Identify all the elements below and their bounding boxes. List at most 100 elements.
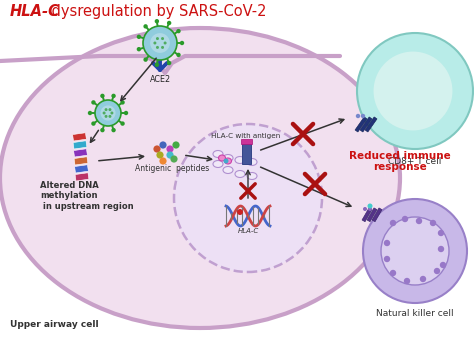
- Bar: [73, 133, 86, 141]
- Text: HLA-C: HLA-C: [10, 4, 60, 19]
- Circle shape: [384, 240, 390, 246]
- Bar: [360, 117, 372, 132]
- Circle shape: [100, 128, 105, 132]
- Ellipse shape: [213, 161, 223, 167]
- Circle shape: [164, 42, 166, 45]
- Bar: [372, 208, 382, 222]
- Bar: [242, 142, 251, 164]
- Bar: [365, 117, 377, 132]
- Circle shape: [170, 155, 178, 163]
- Ellipse shape: [225, 158, 231, 164]
- Ellipse shape: [219, 155, 226, 161]
- Circle shape: [91, 100, 96, 104]
- Circle shape: [137, 35, 141, 39]
- Circle shape: [105, 115, 108, 118]
- Ellipse shape: [235, 156, 245, 164]
- Circle shape: [124, 111, 128, 115]
- Circle shape: [110, 111, 113, 115]
- Bar: [362, 208, 372, 222]
- Bar: [73, 141, 87, 149]
- Circle shape: [137, 47, 141, 52]
- Circle shape: [180, 41, 184, 45]
- Text: Altered DNA
methylation
 in upstream region: Altered DNA methylation in upstream regi…: [40, 181, 134, 211]
- Circle shape: [363, 199, 467, 303]
- Circle shape: [161, 46, 164, 49]
- Circle shape: [91, 121, 96, 126]
- Text: Reduced immune: Reduced immune: [349, 151, 451, 161]
- Circle shape: [390, 270, 396, 276]
- Ellipse shape: [235, 171, 245, 177]
- Circle shape: [402, 216, 408, 222]
- Circle shape: [102, 111, 106, 115]
- Circle shape: [105, 108, 108, 111]
- Bar: [367, 208, 377, 222]
- Circle shape: [166, 145, 173, 153]
- Circle shape: [166, 152, 173, 158]
- Ellipse shape: [247, 158, 257, 165]
- Circle shape: [381, 217, 449, 285]
- Circle shape: [143, 26, 177, 60]
- Text: dysregulation by SARS-CoV-2: dysregulation by SARS-CoV-2: [47, 4, 266, 19]
- Circle shape: [120, 121, 125, 126]
- Circle shape: [150, 33, 170, 53]
- Bar: [75, 173, 89, 181]
- Circle shape: [237, 209, 243, 215]
- Bar: [74, 157, 88, 165]
- Circle shape: [144, 57, 148, 62]
- Circle shape: [430, 220, 436, 226]
- Circle shape: [144, 24, 148, 29]
- Bar: [241, 139, 252, 144]
- Circle shape: [374, 52, 453, 130]
- Circle shape: [167, 21, 171, 25]
- Circle shape: [361, 114, 365, 118]
- Circle shape: [156, 46, 159, 49]
- Circle shape: [120, 100, 125, 104]
- Bar: [355, 117, 367, 132]
- Circle shape: [159, 142, 166, 148]
- Circle shape: [154, 42, 156, 45]
- Text: Natural killer cell: Natural killer cell: [376, 309, 454, 318]
- Ellipse shape: [174, 124, 322, 272]
- Circle shape: [390, 220, 396, 226]
- Text: ACE2: ACE2: [150, 75, 172, 84]
- Circle shape: [404, 278, 410, 284]
- Bar: [74, 165, 88, 173]
- Circle shape: [95, 100, 121, 126]
- Circle shape: [88, 111, 92, 115]
- Text: Upper airway cell: Upper airway cell: [10, 320, 99, 329]
- Circle shape: [159, 157, 166, 165]
- Circle shape: [357, 33, 473, 149]
- Circle shape: [176, 29, 181, 33]
- Circle shape: [363, 207, 367, 211]
- Circle shape: [367, 203, 373, 209]
- Text: Antigenic  peptides: Antigenic peptides: [135, 164, 209, 173]
- Circle shape: [440, 262, 446, 268]
- Ellipse shape: [0, 28, 400, 328]
- Circle shape: [356, 114, 360, 118]
- Circle shape: [434, 268, 440, 274]
- Circle shape: [438, 246, 444, 252]
- Circle shape: [167, 61, 171, 65]
- Circle shape: [155, 19, 159, 24]
- Circle shape: [109, 115, 111, 118]
- Circle shape: [111, 128, 116, 132]
- Circle shape: [100, 106, 116, 120]
- Text: CD8+ T cell: CD8+ T cell: [388, 157, 442, 166]
- Circle shape: [156, 37, 159, 40]
- Text: HLA-C with antigen: HLA-C with antigen: [211, 133, 281, 139]
- Ellipse shape: [213, 151, 223, 157]
- Circle shape: [176, 53, 181, 57]
- Circle shape: [420, 276, 426, 282]
- Circle shape: [155, 63, 159, 67]
- Circle shape: [109, 108, 111, 111]
- Text: HLA-C: HLA-C: [237, 228, 259, 234]
- Circle shape: [368, 207, 372, 211]
- Circle shape: [154, 145, 161, 153]
- Ellipse shape: [223, 166, 233, 173]
- Circle shape: [224, 158, 228, 164]
- Circle shape: [111, 94, 116, 98]
- Circle shape: [156, 152, 164, 158]
- Bar: [73, 149, 87, 157]
- Text: response: response: [373, 162, 427, 172]
- Circle shape: [173, 142, 180, 148]
